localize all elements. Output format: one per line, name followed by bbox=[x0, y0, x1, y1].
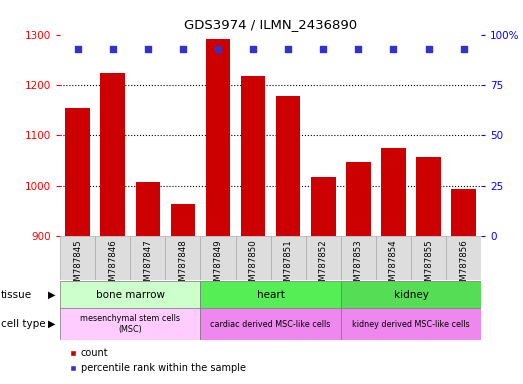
Text: GSM787847: GSM787847 bbox=[143, 240, 152, 293]
Bar bbox=[341, 308, 481, 340]
Text: GSM787851: GSM787851 bbox=[283, 240, 293, 293]
Bar bbox=[135, 182, 160, 384]
Bar bbox=[95, 236, 130, 280]
Bar bbox=[200, 308, 341, 340]
Point bbox=[389, 46, 397, 52]
Bar bbox=[271, 236, 306, 280]
Bar bbox=[130, 236, 165, 280]
Bar bbox=[65, 108, 90, 384]
Bar bbox=[381, 148, 406, 384]
Bar bbox=[446, 236, 481, 280]
Text: GSM787845: GSM787845 bbox=[73, 240, 82, 293]
Bar bbox=[451, 189, 476, 384]
Bar bbox=[376, 236, 411, 280]
Bar bbox=[276, 96, 301, 384]
Bar bbox=[60, 308, 200, 340]
Bar bbox=[416, 157, 441, 384]
Text: kidney derived MSC-like cells: kidney derived MSC-like cells bbox=[352, 319, 470, 329]
Text: cardiac derived MSC-like cells: cardiac derived MSC-like cells bbox=[210, 319, 331, 329]
Point bbox=[319, 46, 327, 52]
Bar bbox=[311, 177, 336, 384]
Text: GSM787848: GSM787848 bbox=[178, 240, 187, 293]
Text: GSM787850: GSM787850 bbox=[248, 240, 258, 293]
Point bbox=[179, 46, 187, 52]
Text: GSM787854: GSM787854 bbox=[389, 240, 398, 293]
Point bbox=[144, 46, 152, 52]
Title: GDS3974 / ILMN_2436890: GDS3974 / ILMN_2436890 bbox=[184, 18, 357, 31]
Text: heart: heart bbox=[257, 290, 285, 300]
Text: GSM787852: GSM787852 bbox=[319, 240, 328, 293]
Bar bbox=[200, 281, 341, 309]
Bar bbox=[411, 236, 446, 280]
Legend: count, percentile rank within the sample: count, percentile rank within the sample bbox=[65, 344, 249, 377]
Bar bbox=[165, 236, 200, 280]
Point bbox=[214, 46, 222, 52]
Text: GSM787853: GSM787853 bbox=[354, 240, 363, 293]
Text: ▶: ▶ bbox=[48, 290, 55, 300]
Text: bone marrow: bone marrow bbox=[96, 290, 165, 300]
Point bbox=[459, 46, 468, 52]
Text: GSM787849: GSM787849 bbox=[213, 240, 222, 292]
Bar bbox=[100, 73, 125, 384]
Point bbox=[109, 46, 117, 52]
Bar bbox=[206, 39, 230, 384]
Bar bbox=[60, 236, 95, 280]
Bar bbox=[241, 76, 265, 384]
Bar bbox=[341, 236, 376, 280]
Point bbox=[249, 46, 257, 52]
Text: cell type: cell type bbox=[1, 319, 46, 329]
Bar bbox=[200, 236, 235, 280]
Text: GSM787855: GSM787855 bbox=[424, 240, 433, 293]
Bar bbox=[170, 204, 195, 384]
Text: GSM787856: GSM787856 bbox=[459, 240, 468, 293]
Text: mesenchymal stem cells
(MSC): mesenchymal stem cells (MSC) bbox=[81, 314, 180, 334]
Text: GSM787846: GSM787846 bbox=[108, 240, 117, 293]
Point bbox=[74, 46, 82, 52]
Bar bbox=[60, 281, 200, 309]
Text: tissue: tissue bbox=[1, 290, 32, 300]
Point bbox=[354, 46, 362, 52]
Text: ▶: ▶ bbox=[48, 319, 55, 329]
Bar bbox=[346, 162, 371, 384]
Bar bbox=[306, 236, 341, 280]
Text: kidney: kidney bbox=[393, 290, 428, 300]
Bar bbox=[341, 281, 481, 309]
Point bbox=[424, 46, 433, 52]
Bar bbox=[235, 236, 271, 280]
Point bbox=[284, 46, 292, 52]
